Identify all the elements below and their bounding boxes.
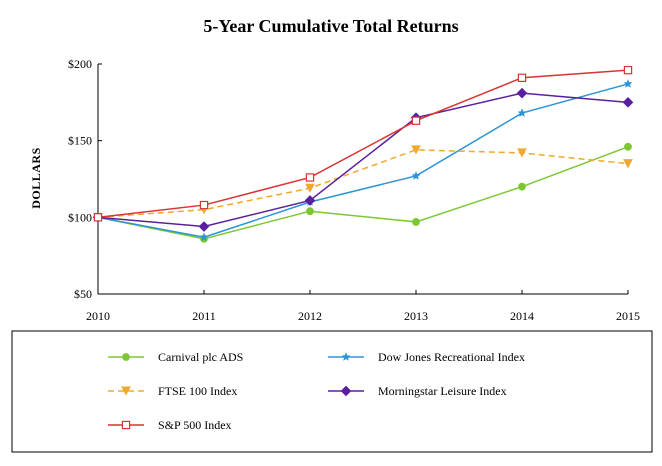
data-point [624, 142, 632, 151]
y-tick-label: $100 [68, 210, 92, 224]
series-line [97, 146, 629, 240]
x-tick-label: 2013 [404, 309, 428, 323]
data-point [305, 173, 315, 182]
legend-label: S&P 500 Index [158, 418, 232, 432]
legend-label: Carnival plc ADS [158, 350, 243, 364]
data-point [622, 97, 634, 108]
data-point [516, 87, 528, 99]
series-layer [92, 65, 634, 243]
series-line [97, 92, 629, 228]
y-tick-label: $50 [74, 287, 92, 301]
x-tick-label: 2012 [298, 309, 322, 323]
data-point [199, 232, 209, 242]
data-point [199, 200, 209, 210]
data-point [518, 182, 526, 191]
data-point [304, 195, 316, 206]
data-point [517, 108, 527, 118]
legend-label: Dow Jones Recreational Index [378, 350, 525, 364]
x-tick-label: 2014 [510, 309, 534, 323]
series-3 [92, 87, 634, 232]
data-point [411, 145, 421, 155]
data-point [411, 116, 421, 125]
legend-item: Morningstar Leisure Index [328, 384, 507, 398]
data-point [517, 148, 527, 158]
x-tick-label: 2010 [86, 309, 110, 323]
x-tick-label: 2011 [192, 309, 216, 323]
legend-marker [121, 386, 131, 396]
legend-item: Dow Jones Recreational Index [328, 350, 525, 364]
series-2 [93, 145, 633, 223]
data-point [305, 183, 315, 193]
data-point [623, 159, 633, 169]
legend-item: Carnival plc ADS [108, 350, 243, 364]
legend-marker [341, 352, 351, 361]
legend-marker [121, 420, 131, 430]
data-point [623, 79, 633, 88]
legend-label: Morningstar Leisure Index [378, 384, 507, 398]
data-point [198, 221, 210, 232]
series-line [97, 83, 629, 239]
legend-item: FTSE 100 Index [108, 384, 237, 398]
x-tick-label: 2015 [616, 309, 640, 323]
legend: Carnival plc ADS Dow Jones Recreational I… [11, 330, 653, 453]
data-point [411, 171, 421, 180]
series-4 [93, 65, 633, 222]
data-point [306, 207, 314, 216]
series-line [97, 149, 629, 219]
chart-title: 5-Year Cumulative Total Returns [203, 16, 458, 36]
axes: $50 $100 $150 $200 2010 2011 2012 2013 2014 2015 [68, 57, 640, 323]
legend-marker [122, 353, 130, 361]
legend-item: S&P 500 Index [108, 418, 232, 432]
data-point [623, 65, 633, 75]
data-point [517, 73, 527, 82]
y-axis-label: DOLLARS [29, 147, 43, 209]
data-point [412, 218, 420, 226]
legend-marker [340, 385, 352, 397]
y-tick-label: $200 [68, 57, 92, 71]
data-point [93, 213, 103, 222]
series-line [97, 69, 629, 219]
y-tick-label: $150 [68, 134, 92, 148]
legend-label: FTSE 100 Index [158, 384, 237, 398]
